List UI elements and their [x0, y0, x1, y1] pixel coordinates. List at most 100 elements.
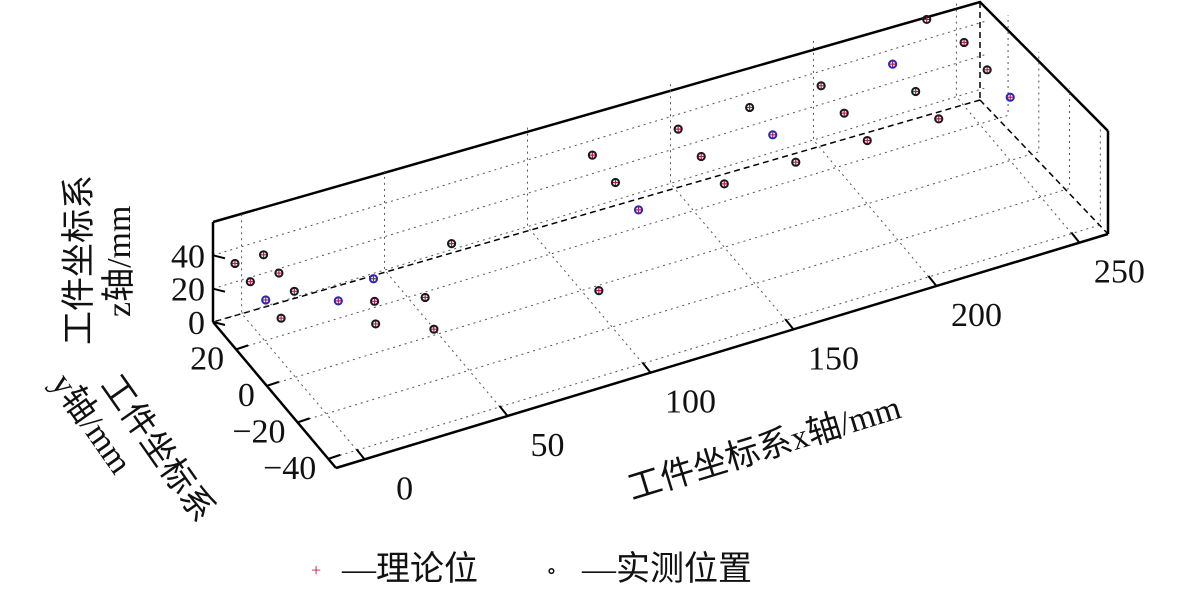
theory-point-marker [912, 88, 919, 95]
y-grid-line [266, 51, 1040, 387]
theory-point-marker [818, 82, 825, 89]
legend-measured-marker: ∘ [546, 558, 557, 583]
theory-point-marker [864, 137, 871, 144]
measured-point-marker [369, 296, 380, 306]
measured-point-marker [587, 150, 597, 160]
measured-point-marker [368, 274, 379, 284]
theory-point-marker [889, 61, 896, 68]
theory-point-marker [422, 294, 429, 301]
measured-point-marker [333, 296, 343, 306]
data-points [230, 14, 1015, 334]
theory-point-marker [595, 287, 602, 294]
z-tick-mark [212, 254, 226, 260]
measured-point-marker [839, 108, 849, 118]
y-grid-line [297, 88, 1071, 423]
measured-point-marker [862, 135, 872, 146]
measured-point-marker [371, 319, 381, 329]
theory-point-marker [371, 298, 378, 305]
box-back-inner-floor-left [212, 99, 981, 323]
axis-box [211, 0, 1110, 323]
z-tick-mark [212, 321, 226, 326]
z-grid-line [212, 54, 986, 290]
z-axis-label-line-1: 工件坐标系 [60, 175, 98, 345]
measured-point-marker [446, 239, 457, 249]
theory-point-marker [448, 240, 455, 247]
theory-point-marker [370, 275, 377, 282]
theory-point-marker [698, 153, 705, 160]
z-tick-label: 20 [171, 272, 205, 309]
box-top-back-edge [212, 0, 1109, 224]
measured-point-marker [276, 313, 286, 323]
measured-point-marker [594, 286, 604, 296]
x-tick-mark [641, 362, 652, 374]
x-grid-line [955, 0, 1080, 243]
x-tick-label: 250 [1094, 254, 1145, 291]
measured-point-marker [633, 205, 644, 215]
measured-point-marker [610, 177, 621, 188]
x-tick-label: 150 [808, 340, 859, 377]
theory-point-marker [923, 16, 930, 23]
x-tick-label: 100 [665, 384, 716, 421]
measured-point-marker [420, 292, 430, 303]
y-tick-label: 0 [238, 377, 255, 414]
x-tick-mark [784, 318, 795, 330]
measured-point-marker [911, 86, 921, 97]
y-tick-mark [297, 417, 310, 424]
x-tick-mark [927, 275, 938, 287]
x-tick-label: 200 [951, 297, 1002, 334]
measured-point-marker [673, 124, 683, 134]
x-tick-mark [1070, 232, 1081, 244]
measured-point-marker [261, 295, 271, 305]
measured-point-marker [922, 14, 932, 25]
x-tick-mark [355, 448, 366, 460]
measured-point-marker [274, 268, 284, 278]
measured-point-marker [791, 157, 801, 167]
measured-point-marker [768, 130, 778, 140]
y-tick-label: −20 [232, 413, 285, 450]
theory-point-marker [721, 180, 728, 187]
y-tick-mark [266, 380, 280, 387]
theory-point-marker [335, 297, 342, 304]
y-tick-mark [327, 453, 341, 460]
measured-point-marker [934, 114, 944, 124]
z-axis-label-line-2: z轴/mm [100, 206, 138, 317]
theory-point-marker [841, 110, 848, 117]
theory-point-marker [291, 288, 298, 295]
axis-floor-edges [212, 232, 1109, 470]
theory-point-marker [1007, 94, 1014, 101]
z-grid-line [212, 87, 986, 323]
measured-point-marker [719, 179, 729, 189]
z-tick-mark [212, 287, 226, 293]
grid-lines [212, 0, 1101, 460]
z-grid-line [212, 20, 986, 256]
measured-point-marker [888, 59, 898, 69]
x-tick-label: 0 [396, 470, 413, 507]
measured-point-marker [258, 250, 269, 260]
y-tick-mark [235, 344, 249, 351]
theory-point-marker [746, 104, 753, 111]
theory-point-marker [961, 39, 968, 46]
theory-point-marker [430, 326, 437, 333]
measured-point-marker [429, 324, 439, 334]
legend: + —理论位 ∘ —实测位置 [311, 550, 752, 588]
legend-measured-label: —实测位置 [581, 550, 752, 588]
theory-point-marker [984, 66, 991, 73]
theory-point-marker [612, 179, 619, 186]
box-back-inner-floor [979, 99, 1109, 235]
theory-point-marker [231, 260, 238, 267]
theory-point-marker [262, 296, 269, 303]
measured-point-marker [959, 37, 969, 48]
theory-point-marker [372, 320, 379, 327]
theory-point-marker [935, 115, 942, 122]
measured-point-marker [1005, 92, 1015, 102]
measured-point-marker [982, 65, 992, 75]
measured-point-marker [245, 277, 255, 287]
theory-point-marker [589, 152, 596, 159]
measured-point-marker [696, 151, 706, 162]
z-axis-label: 工件坐标系 z轴/mm [60, 175, 138, 345]
x-grid-line [384, 170, 508, 417]
theory-point-marker [675, 126, 682, 133]
z-tick-label: 0 [188, 305, 205, 342]
